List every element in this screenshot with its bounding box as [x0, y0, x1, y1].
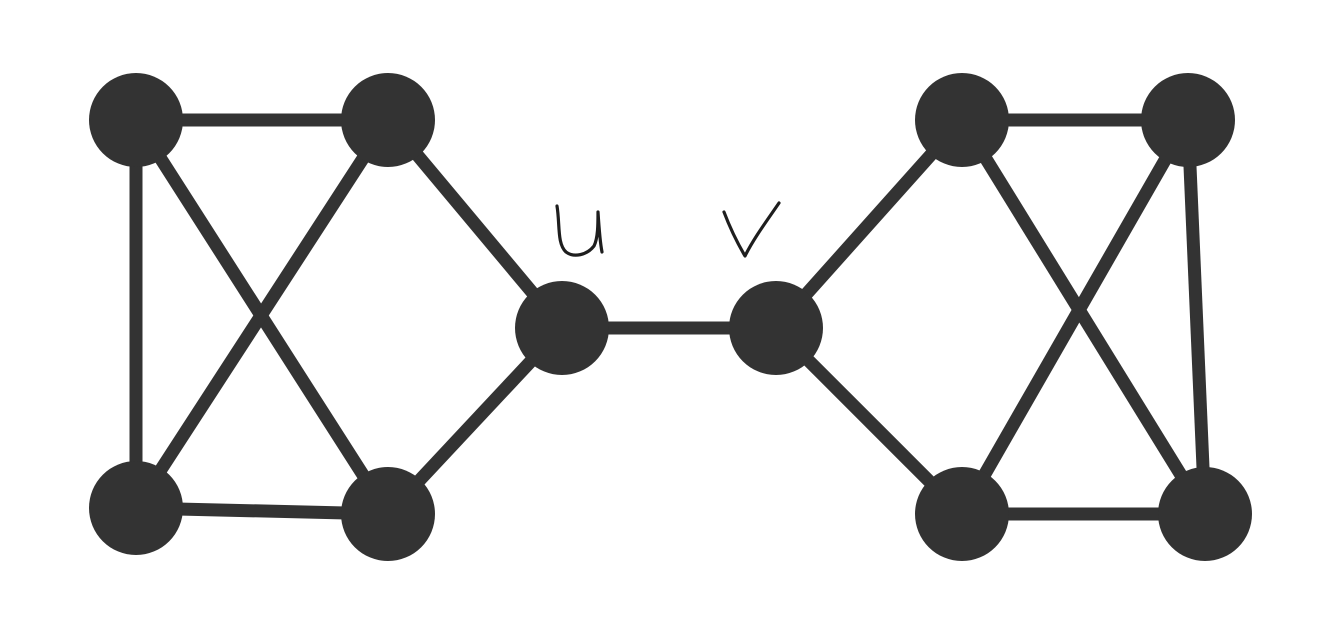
node-v	[729, 281, 823, 375]
edges-layer	[129, 113, 1212, 521]
edge-a2-a3	[130, 116, 394, 512]
node-b3	[915, 467, 1009, 561]
nodes-layer	[89, 73, 1252, 561]
node-label-v	[722, 201, 781, 258]
node-label-u	[555, 204, 604, 257]
node-a4	[341, 467, 435, 561]
node-b2	[1141, 73, 1235, 167]
node-a3	[89, 461, 183, 555]
edge-b1-b4	[956, 116, 1211, 518]
edge-b2-b3	[956, 116, 1194, 518]
node-b1	[915, 73, 1009, 167]
edge-b2-b4	[1181, 119, 1212, 515]
node-b4	[1158, 467, 1252, 561]
node-a2	[341, 73, 435, 167]
node-a1	[89, 73, 183, 167]
node-u	[515, 281, 609, 375]
